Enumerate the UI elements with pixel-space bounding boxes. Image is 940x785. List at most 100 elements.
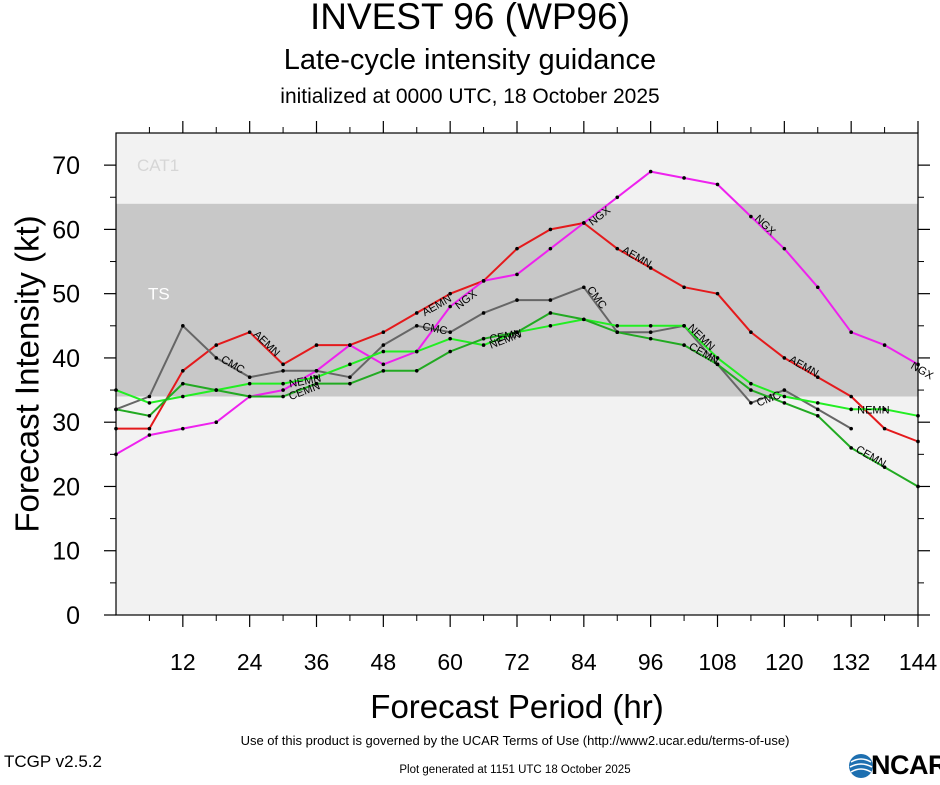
x-tick-label: 144 bbox=[899, 649, 938, 675]
series-label-cmc: CMC bbox=[421, 321, 448, 338]
data-point-cmc bbox=[648, 330, 653, 335]
data-point-nemn bbox=[682, 324, 686, 328]
data-point-aemn bbox=[214, 343, 219, 347]
data-point-cemn bbox=[381, 368, 386, 373]
data-point-cemn bbox=[815, 413, 820, 418]
data-point-cmc bbox=[481, 311, 486, 315]
data-point-cemn bbox=[715, 362, 720, 367]
data-point-nemn bbox=[548, 324, 553, 328]
data-point-nemn bbox=[782, 394, 787, 399]
data-point-cmc bbox=[181, 324, 185, 328]
data-point-aemn bbox=[615, 246, 620, 251]
data-point-aemn bbox=[247, 330, 252, 335]
data-point-cemn bbox=[515, 330, 519, 335]
data-point-cemn bbox=[548, 311, 553, 315]
x-tick-label: 72 bbox=[504, 649, 530, 675]
x-tick-label: 60 bbox=[437, 649, 463, 675]
data-point-nemn bbox=[615, 324, 620, 328]
data-point-ngx bbox=[214, 420, 219, 425]
data-point-cmc bbox=[348, 375, 352, 380]
data-point-cmc bbox=[414, 324, 419, 328]
data-point-cemn bbox=[247, 394, 252, 399]
data-point-cmc bbox=[247, 375, 252, 380]
x-tick-label: 24 bbox=[237, 649, 263, 675]
data-point-cmc bbox=[548, 298, 553, 302]
data-point-ngx bbox=[181, 426, 185, 431]
data-point-ngx bbox=[582, 221, 586, 225]
data-point-aemn bbox=[181, 368, 185, 373]
data-point-cemn bbox=[615, 330, 620, 335]
data-point-cemn bbox=[348, 381, 352, 386]
band-cat1 bbox=[116, 133, 918, 204]
data-point-ngx bbox=[448, 304, 452, 309]
data-point-nemn bbox=[882, 407, 887, 412]
data-point-cmc bbox=[147, 394, 152, 399]
data-point-ngx bbox=[281, 388, 285, 392]
data-point-cmc bbox=[281, 368, 285, 373]
x-tick-label: 36 bbox=[304, 649, 330, 675]
x-tick-label: 12 bbox=[170, 649, 196, 675]
x-tick-label: 120 bbox=[765, 649, 803, 675]
terms-of-use: Use of this product is governed by the U… bbox=[240, 733, 790, 748]
data-point-cemn bbox=[582, 317, 586, 322]
data-point-nemn bbox=[815, 401, 820, 405]
data-point-ngx bbox=[682, 176, 686, 180]
data-point-aemn bbox=[314, 343, 319, 347]
data-point-nemn bbox=[481, 343, 486, 347]
data-point-cemn bbox=[682, 343, 686, 347]
data-point-aemn bbox=[147, 426, 152, 431]
data-point-cmc bbox=[849, 426, 853, 431]
data-point-cemn bbox=[414, 368, 419, 373]
data-point-ngx bbox=[515, 272, 519, 277]
data-point-ngx bbox=[615, 195, 620, 200]
data-point-nemn bbox=[314, 375, 319, 380]
data-point-aemn bbox=[815, 375, 820, 380]
y-tick-label: 70 bbox=[52, 152, 80, 180]
band-label-cat1: CAT1 bbox=[137, 156, 179, 175]
init-time: initialized at 0000 UTC, 18 October 2025 bbox=[280, 85, 660, 108]
data-point-cmc bbox=[782, 388, 787, 392]
data-point-ngx bbox=[548, 246, 553, 251]
generated-time: Plot generated at 1151 UTC 18 October 20… bbox=[399, 764, 631, 776]
ncar-logo: NCAR bbox=[847, 750, 940, 780]
data-point-cmc bbox=[381, 343, 386, 347]
data-point-cemn bbox=[281, 394, 285, 399]
chart-subtitle: Late-cycle intensity guidance bbox=[283, 44, 657, 76]
data-point-nemn bbox=[448, 336, 452, 341]
data-point-ngx bbox=[648, 169, 653, 174]
data-point-nemn bbox=[749, 381, 753, 386]
data-point-nemn bbox=[348, 362, 352, 367]
x-tick-label: 132 bbox=[832, 649, 870, 675]
y-tick-label: 30 bbox=[52, 409, 80, 437]
data-point-cmc bbox=[749, 401, 753, 405]
x-tick-label: 96 bbox=[638, 649, 664, 675]
data-point-cemn bbox=[181, 381, 185, 386]
x-tick-label: 84 bbox=[571, 649, 597, 675]
data-point-ngx bbox=[882, 343, 887, 347]
x-tick-label: 108 bbox=[698, 649, 736, 675]
data-point-cmc bbox=[214, 356, 219, 360]
data-point-aemn bbox=[381, 330, 386, 335]
data-point-nemn bbox=[715, 356, 720, 360]
data-point-aemn bbox=[281, 362, 285, 367]
y-tick-label: 50 bbox=[52, 281, 80, 309]
data-point-cemn bbox=[481, 336, 486, 341]
data-point-ngx bbox=[749, 214, 753, 219]
y-tick-label: 0 bbox=[66, 602, 80, 630]
x-tick-label: 48 bbox=[371, 649, 397, 675]
data-point-nemn bbox=[381, 349, 386, 354]
data-point-aemn bbox=[414, 311, 419, 315]
data-point-cemn bbox=[648, 336, 653, 341]
data-point-aemn bbox=[515, 246, 519, 251]
data-point-cemn bbox=[448, 349, 452, 354]
data-point-nemn bbox=[181, 394, 185, 399]
data-point-aemn bbox=[648, 266, 653, 270]
data-point-cemn bbox=[314, 381, 319, 386]
data-point-aemn bbox=[448, 291, 452, 296]
data-point-ngx bbox=[849, 330, 853, 335]
chart-title: INVEST 96 (WP96) bbox=[309, 0, 631, 37]
data-point-cmc bbox=[515, 298, 519, 302]
data-point-ngx bbox=[782, 246, 787, 251]
data-point-cemn bbox=[782, 401, 787, 405]
data-point-cmc bbox=[314, 368, 319, 373]
